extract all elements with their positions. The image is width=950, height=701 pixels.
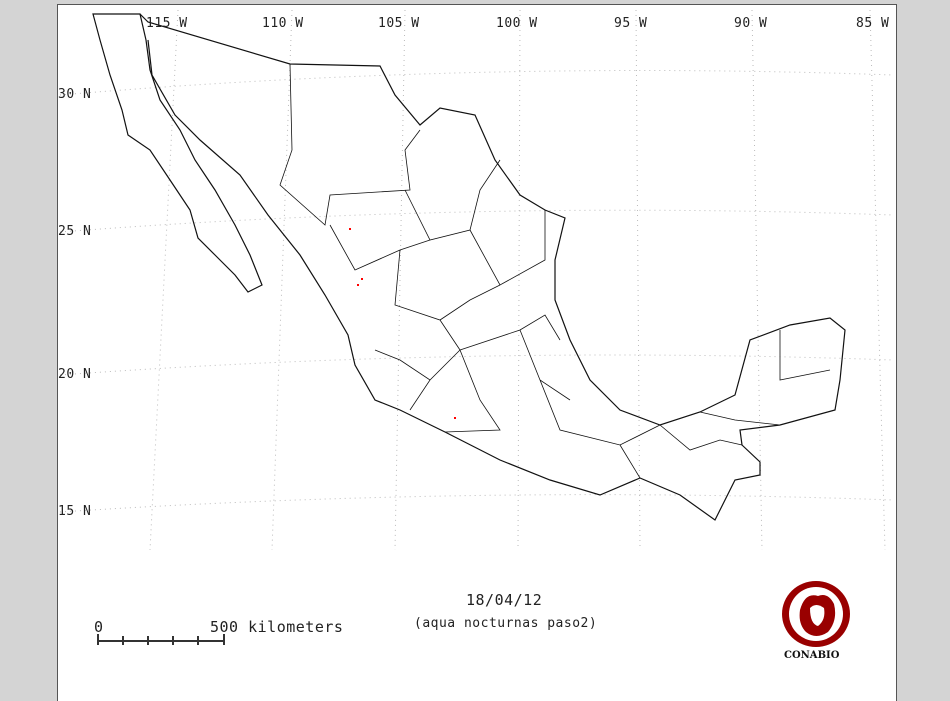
lat-label: 30 N <box>58 87 92 102</box>
lon-label: 100 W <box>496 16 538 31</box>
hotspot <box>357 284 359 286</box>
lon-label: 110 W <box>262 16 304 31</box>
scale-end-label: 500 kilometers <box>210 618 344 636</box>
map-subtitle: (aqua nocturnas paso2) <box>414 616 598 631</box>
lon-label: 85 W <box>856 16 890 31</box>
scale-start-label: 0 <box>94 618 104 636</box>
mexico-outline <box>92 13 846 521</box>
conabio-logo <box>782 581 850 647</box>
hotspots <box>349 228 456 419</box>
baja-california <box>92 13 263 293</box>
lon-label: 95 W <box>614 16 648 31</box>
lon-label: 90 W <box>734 16 768 31</box>
logo-text: CONABIO <box>784 650 840 661</box>
hotspot <box>361 278 363 280</box>
lon-label: 115 W <box>146 16 188 31</box>
map-date: 18/04/12 <box>466 591 543 609</box>
mainland <box>139 13 846 521</box>
lon-label: 105 W <box>378 16 420 31</box>
lat-label: 20 N <box>58 367 92 382</box>
scale-bar <box>97 634 225 645</box>
lat-label: 25 N <box>58 224 92 239</box>
state-borders <box>279 63 831 479</box>
graticule <box>59 9 894 551</box>
hotspot <box>349 228 351 230</box>
lat-label: 15 N <box>58 504 92 519</box>
hotspot <box>454 417 456 419</box>
